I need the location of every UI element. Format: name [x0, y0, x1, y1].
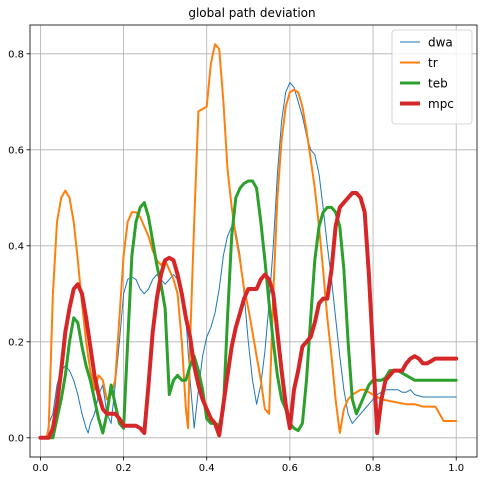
- y-tick-label: 0.6: [8, 145, 24, 156]
- y-tick-label: 0.2: [8, 337, 24, 348]
- x-tick-label: 1.0: [448, 463, 464, 474]
- series-line-tr: [39, 43, 458, 439]
- y-tick-label: 0.4: [8, 241, 24, 252]
- x-tick-label: 0.8: [365, 463, 381, 474]
- axis-ticks: 0.0 0.2 0.4 0.6 0.8 1.0 0.0 0.2 0.4 0.6 0.8: [8, 49, 464, 474]
- plot-frame: [29, 24, 478, 458]
- y-tick-label: 0.8: [8, 49, 24, 60]
- y-tick-label: 0.0: [8, 433, 24, 444]
- x-tick-label: 0.4: [199, 463, 215, 474]
- legend: dwa tr teb mpc: [391, 29, 473, 125]
- legend-label-mpc: mpc: [428, 97, 454, 111]
- legend-label-tr: tr: [428, 56, 438, 70]
- legend-box: [391, 29, 473, 125]
- x-tick-label: 0.2: [116, 463, 132, 474]
- chart-title: global path deviation: [188, 6, 315, 20]
- series-line-teb: [38, 179, 458, 440]
- legend-label-dwa: dwa: [428, 36, 453, 50]
- x-tick-label: 0.0: [32, 463, 48, 474]
- x-tick-label: 0.6: [282, 463, 298, 474]
- legend-label-teb: teb: [428, 77, 448, 91]
- series-line-mpc: [38, 191, 459, 440]
- series-group: [38, 43, 459, 440]
